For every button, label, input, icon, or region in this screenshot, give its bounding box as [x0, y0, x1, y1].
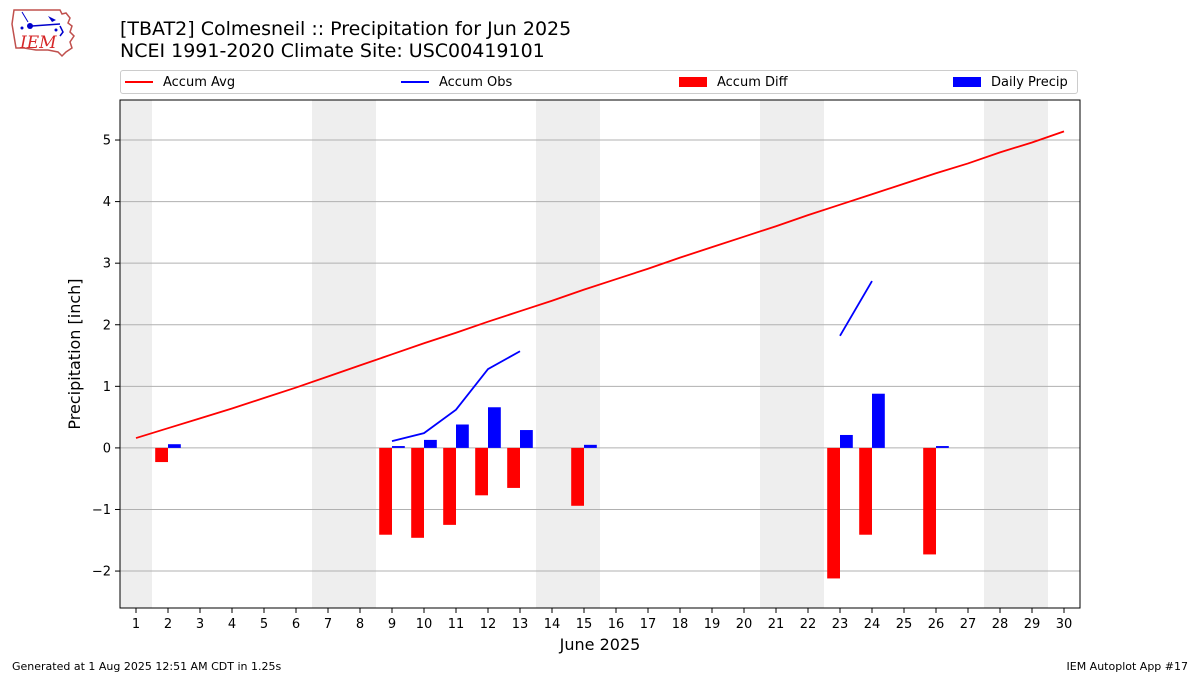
weekend-band-2 [536, 100, 600, 608]
daily-precip-bar [456, 424, 469, 448]
legend-label-daily-precip: Daily Precip [991, 74, 1068, 90]
x-tick-label: 22 [800, 617, 817, 632]
y-tick-label: 4 [103, 195, 111, 210]
x-tick-label: 2 [164, 617, 172, 632]
x-tick-label: 24 [864, 617, 881, 632]
accum-diff-bar [827, 447, 840, 579]
series-lines [135, 130, 1065, 443]
accum-diff-bar [379, 447, 392, 535]
chart-legend: Accum Avg Accum Obs Accum Diff Daily Pre… [120, 70, 1078, 94]
weekend-band-0 [120, 100, 152, 608]
accum-obs-line [391, 350, 521, 443]
bars [155, 393, 949, 579]
y-tick-label: 3 [103, 257, 111, 272]
accum-diff-bar [923, 447, 936, 555]
x-tick-label: 9 [388, 617, 396, 632]
accum-diff-bar [859, 447, 872, 535]
x-tick-label: 5 [260, 617, 268, 632]
legend-label-accum-avg: Accum Avg [163, 74, 236, 90]
legend-item-accum-avg: Accum Avg [125, 71, 235, 93]
y-tick-label: −1 [92, 503, 111, 518]
chart-title: [TBAT2] Colmesneil :: Precipitation for … [120, 18, 572, 40]
weekend-band-3 [760, 100, 824, 608]
accum-diff-bar [443, 447, 456, 525]
legend-item-accum-diff: Accum Diff [679, 71, 788, 93]
x-tick-label: 25 [896, 617, 913, 632]
x-tick-label: 17 [640, 617, 657, 632]
daily-precip-bar [840, 434, 853, 448]
x-axis-label: June 2025 [559, 635, 641, 654]
daily-precip-bar [936, 446, 949, 448]
accum-diff-bar [571, 447, 584, 506]
x-tick-label: 29 [1024, 617, 1041, 632]
iem-logo-text: IEM [19, 33, 57, 53]
x-tick-label: 7 [324, 617, 332, 632]
weekend-band-1 [312, 100, 376, 608]
x-tick-label: 18 [672, 617, 689, 632]
x-tick-label: 20 [736, 617, 753, 632]
weekend-shading [120, 100, 1048, 608]
chart-subtitle: NCEI 1991-2020 Climate Site: USC00419101 [120, 40, 545, 62]
plot-frame [119, 99, 1081, 609]
accum-diff-bar [507, 447, 520, 488]
x-tick-label: 15 [576, 617, 593, 632]
y-tick-label: 0 [103, 441, 111, 456]
iem-logo: IEM [11, 9, 75, 58]
accum-diff-bar [475, 447, 488, 496]
x-tick-label: 21 [768, 617, 785, 632]
x-tick-label: 6 [292, 617, 300, 632]
daily-precip-bar [872, 393, 885, 448]
x-tick-label: 12 [480, 617, 497, 632]
x-tick-label: 16 [608, 617, 625, 632]
weekend-band-4 [984, 100, 1048, 608]
x-tick-label: 3 [196, 617, 204, 632]
legend-swatch-accum-diff [679, 77, 707, 87]
accum-obs-line [839, 280, 873, 337]
legend-swatch-daily-precip [953, 77, 981, 87]
x-tick-label: 23 [832, 617, 849, 632]
legend-swatch-accum-avg [125, 81, 153, 83]
daily-precip-bar [168, 444, 181, 448]
accum-avg-line [135, 130, 1065, 439]
x-tick-label: 13 [512, 617, 529, 632]
y-tick-label: −2 [92, 565, 111, 580]
legend-label-accum-obs: Accum Obs [439, 74, 513, 90]
x-tick-label: 19 [704, 617, 721, 632]
x-tick-label: 26 [928, 617, 945, 632]
legend-item-daily-precip: Daily Precip [953, 71, 1068, 93]
x-tick-label: 10 [416, 617, 433, 632]
x-tick-label: 4 [228, 617, 236, 632]
accum-diff-bar [411, 447, 424, 538]
daily-precip-bar [520, 430, 533, 448]
footer-generated: Generated at 1 Aug 2025 12:51 AM CDT in … [12, 660, 282, 673]
legend-item-accum-obs: Accum Obs [401, 71, 512, 93]
accum-diff-bar [155, 447, 168, 463]
x-tick-label: 28 [992, 617, 1009, 632]
y-tick-label: 1 [103, 380, 111, 395]
x-tick-label: 14 [544, 617, 561, 632]
daily-precip-bar [424, 439, 437, 448]
legend-swatch-accum-obs [401, 81, 429, 83]
x-tick-label: 11 [448, 617, 465, 632]
x-tick-label: 27 [960, 617, 977, 632]
daily-precip-bar [488, 407, 501, 448]
x-tick-label: 8 [356, 617, 364, 632]
footer-app: IEM Autoplot App #17 [1066, 660, 1189, 673]
y-axis-label: Precipitation [inch] [65, 278, 84, 429]
x-tick-label: 30 [1056, 617, 1073, 632]
legend-label-accum-diff: Accum Diff [717, 74, 788, 90]
x-tick-label: 1 [132, 617, 140, 632]
daily-precip-bar [584, 444, 597, 448]
gridlines [120, 139, 1080, 572]
y-tick-label: 2 [103, 318, 111, 333]
daily-precip-bar [392, 446, 405, 448]
y-tick-label: 5 [103, 134, 111, 149]
